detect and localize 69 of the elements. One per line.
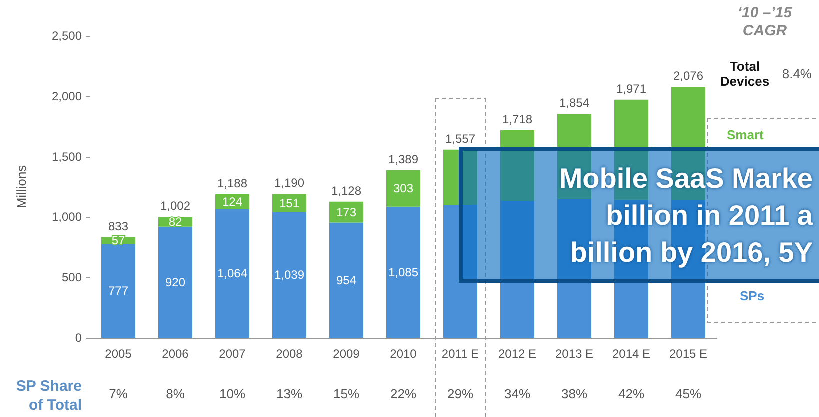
data-label: 1,039 <box>274 268 305 282</box>
x-tick-label: 2006 <box>162 347 190 361</box>
total-label: 833 <box>108 219 129 234</box>
data-label: 1,085 <box>388 265 419 280</box>
x-tick-label: 2011 E <box>442 347 480 361</box>
y-tick-label: 2,000 <box>52 89 82 104</box>
data-label: 124 <box>222 194 243 209</box>
x-tick-label: 2014 E <box>612 347 651 361</box>
text: Total Devices <box>720 59 770 89</box>
data-label: 954 <box>336 273 357 288</box>
y-tick-label: 500 <box>62 270 82 285</box>
bar <box>216 209 250 338</box>
bar <box>158 226 192 338</box>
x-tick-label: 2005 <box>105 347 132 361</box>
text: 15% <box>333 386 360 402</box>
bar <box>330 222 364 338</box>
total-label: 1,002 <box>160 198 191 213</box>
bar <box>272 212 306 338</box>
total-label: 1,190 <box>274 176 305 190</box>
text: Smart <box>727 128 765 142</box>
x-tick-label: 2015 E <box>669 347 708 361</box>
y-tick-label: 2,500 <box>52 29 82 43</box>
text: 38% <box>561 386 588 402</box>
data-label: 1,064 <box>217 266 248 281</box>
data-label: 173 <box>336 205 357 220</box>
text: 45% <box>675 386 702 402</box>
annotation: Mobile SaaS Marke billion in 2011 a billion by 2016, 5Y <box>559 162 813 270</box>
total-label: 1,128 <box>331 184 362 198</box>
text: SPs <box>740 288 765 304</box>
bar <box>500 130 534 202</box>
text: ‘10 –’15 CAGR <box>738 4 793 40</box>
total-label: 1,854 <box>559 96 590 110</box>
x-tick-label: 2012 E <box>498 347 537 361</box>
x-tick-label: 2013 E <box>555 347 594 361</box>
text: 34% <box>504 386 531 402</box>
data-label: 82 <box>168 214 182 229</box>
bar <box>386 206 420 338</box>
total-label: 1,389 <box>388 152 419 166</box>
y-tick-label: 0 <box>75 331 82 345</box>
y-tick-label: 1,000 <box>52 210 82 224</box>
total-label: 1,557 <box>445 132 476 146</box>
x-tick-label: 2007 <box>219 347 246 361</box>
data-label: 777 <box>108 284 129 298</box>
text: 13% <box>276 386 303 402</box>
bar <box>444 150 478 205</box>
total-label: 2,076 <box>673 69 704 84</box>
text: 10% <box>219 386 246 402</box>
text: 22% <box>390 386 417 402</box>
bar <box>444 205 478 338</box>
text: 8.4% <box>782 66 812 82</box>
text: 7% <box>109 386 128 402</box>
text: 8% <box>166 386 186 402</box>
y-axis-title: Millions <box>14 164 29 209</box>
x-tick-label: 2008 <box>276 347 304 361</box>
bar <box>500 201 534 338</box>
text: 42% <box>618 386 645 402</box>
x-tick-label: 2009 <box>333 347 360 361</box>
total-label: 1,971 <box>616 82 647 96</box>
total-label: 1,188 <box>217 176 248 190</box>
callout-box: Mobile SaaS Marke billion in 2011 a billion by 2016, 5Y <box>459 147 819 283</box>
total-label: 1,718 <box>502 112 533 126</box>
data-label: 920 <box>165 275 186 290</box>
text: SP Share of Total <box>16 378 82 414</box>
text: 29% <box>447 386 474 402</box>
bar <box>102 244 136 338</box>
x-tick-label: 2010 <box>390 347 418 361</box>
data-label: 151 <box>279 196 300 210</box>
data-label: 303 <box>393 182 414 196</box>
y-tick-label: 1,500 <box>52 150 82 164</box>
